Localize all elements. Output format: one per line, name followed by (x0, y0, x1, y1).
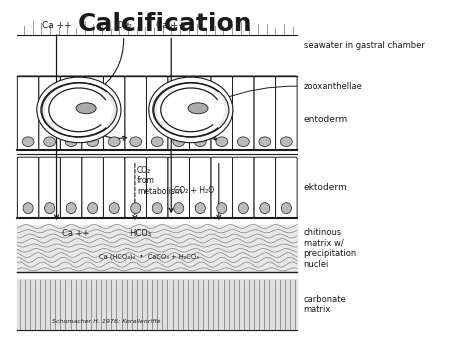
FancyBboxPatch shape (125, 157, 146, 218)
Bar (18, 76, 297, 150)
Circle shape (157, 83, 225, 137)
Ellipse shape (259, 137, 271, 147)
FancyBboxPatch shape (146, 76, 168, 150)
Ellipse shape (153, 82, 229, 137)
Text: CO₂: CO₂ (115, 21, 132, 30)
FancyBboxPatch shape (104, 76, 125, 150)
Text: carbonate
matrix: carbonate matrix (304, 294, 346, 314)
FancyBboxPatch shape (211, 157, 233, 218)
Ellipse shape (152, 203, 162, 214)
Circle shape (148, 77, 233, 143)
FancyBboxPatch shape (189, 157, 211, 218)
Text: CO₂ + H₂O: CO₂ + H₂O (174, 187, 215, 195)
Text: Ca ++: Ca ++ (42, 21, 72, 30)
Ellipse shape (109, 203, 119, 214)
Ellipse shape (108, 137, 120, 147)
FancyBboxPatch shape (18, 76, 39, 150)
Bar (18, 35, 297, 76)
Ellipse shape (280, 137, 293, 147)
Text: HCO₃: HCO₃ (130, 229, 152, 238)
FancyBboxPatch shape (275, 157, 297, 218)
FancyBboxPatch shape (254, 157, 275, 218)
FancyBboxPatch shape (146, 157, 168, 218)
Text: chitinous
matrix w/
precipitation
nuclei: chitinous matrix w/ precipitation nuclei (304, 228, 357, 268)
FancyBboxPatch shape (60, 76, 82, 150)
Ellipse shape (23, 203, 33, 214)
FancyBboxPatch shape (60, 157, 82, 218)
Bar (18, 225, 297, 272)
Ellipse shape (217, 203, 227, 214)
FancyBboxPatch shape (168, 157, 189, 218)
FancyBboxPatch shape (168, 76, 189, 150)
FancyBboxPatch shape (39, 76, 60, 150)
Text: ektoderm: ektoderm (304, 183, 347, 192)
Text: CO₂
from
metabolism: CO₂ from metabolism (137, 166, 182, 196)
Text: Calcification: Calcification (77, 12, 252, 36)
FancyBboxPatch shape (82, 157, 104, 218)
Ellipse shape (174, 203, 184, 214)
Ellipse shape (76, 103, 96, 114)
FancyBboxPatch shape (233, 76, 254, 150)
Ellipse shape (66, 203, 76, 214)
Ellipse shape (194, 137, 206, 147)
Ellipse shape (188, 103, 208, 114)
FancyBboxPatch shape (82, 76, 104, 150)
FancyBboxPatch shape (39, 157, 60, 218)
Ellipse shape (151, 137, 163, 147)
Ellipse shape (87, 137, 99, 147)
FancyBboxPatch shape (275, 76, 297, 150)
Bar (18, 279, 297, 330)
Text: zooxanthellae: zooxanthellae (304, 82, 363, 91)
Ellipse shape (173, 137, 184, 147)
Ellipse shape (65, 137, 77, 147)
Ellipse shape (238, 137, 249, 147)
FancyBboxPatch shape (104, 157, 125, 218)
FancyBboxPatch shape (18, 157, 39, 218)
Ellipse shape (260, 203, 270, 214)
Ellipse shape (216, 137, 228, 147)
Ellipse shape (238, 203, 248, 214)
FancyBboxPatch shape (211, 76, 233, 150)
Ellipse shape (22, 137, 34, 147)
Text: Ca ++: Ca ++ (157, 21, 186, 30)
Ellipse shape (281, 203, 292, 214)
Ellipse shape (130, 137, 142, 147)
FancyBboxPatch shape (189, 76, 211, 150)
Ellipse shape (88, 203, 98, 214)
Ellipse shape (195, 203, 205, 214)
Circle shape (37, 77, 121, 143)
Ellipse shape (41, 82, 117, 137)
Text: Schumacher H. 1976; Korallenriffe: Schumacher H. 1976; Korallenriffe (52, 319, 161, 323)
FancyBboxPatch shape (125, 76, 146, 150)
FancyBboxPatch shape (254, 76, 275, 150)
Ellipse shape (45, 203, 54, 214)
FancyBboxPatch shape (233, 157, 254, 218)
Text: Ca (HCO₃)₂  •  CaCO₃ + H₂CO₃: Ca (HCO₃)₂ • CaCO₃ + H₂CO₃ (99, 254, 198, 260)
Ellipse shape (44, 137, 55, 147)
Text: entoderm: entoderm (304, 116, 348, 124)
Ellipse shape (130, 203, 141, 214)
Text: Ca ++: Ca ++ (63, 229, 90, 238)
Text: seawater in gastral chamber: seawater in gastral chamber (304, 41, 424, 50)
Circle shape (45, 83, 113, 137)
Bar (18, 157, 297, 218)
